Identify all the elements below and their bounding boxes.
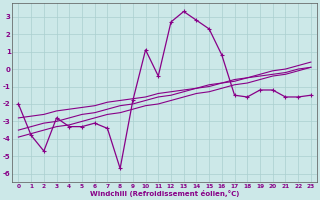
X-axis label: Windchill (Refroidissement éolien,°C): Windchill (Refroidissement éolien,°C)	[90, 190, 239, 197]
